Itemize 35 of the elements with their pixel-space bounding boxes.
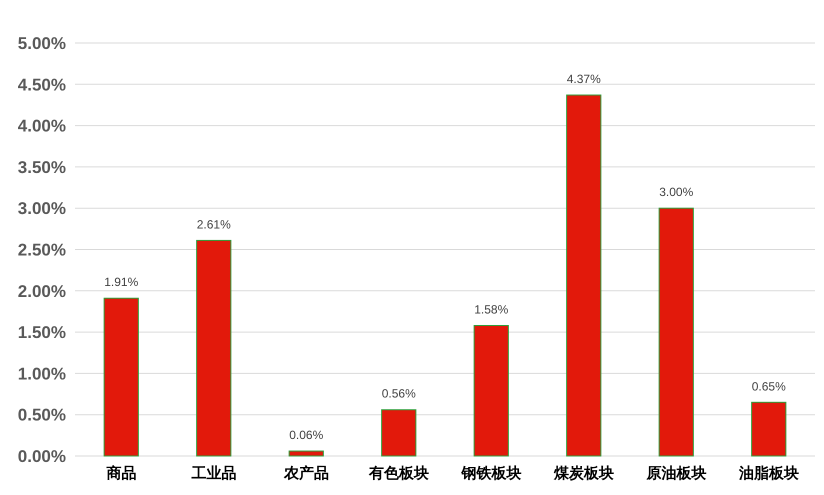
bar (658, 208, 694, 456)
y-tick-label: 3.00% (18, 199, 66, 218)
x-tick-label: 有色板块 (368, 465, 429, 482)
data-label: 1.58% (474, 302, 509, 316)
x-tick-label: 钢铁板块 (460, 465, 522, 482)
y-tick-label: 1.00% (18, 364, 66, 384)
x-tick-label: 原油板块 (645, 465, 706, 482)
bar (288, 450, 324, 456)
y-tick-label: 3.50% (18, 158, 66, 177)
x-tick-label: 油脂板块 (738, 465, 799, 482)
data-label: 0.65% (752, 379, 786, 394)
data-label: 2.61% (196, 217, 232, 232)
data-label: 4.37% (566, 72, 602, 86)
bar (474, 324, 509, 456)
y-tick-label: 2.50% (18, 240, 66, 260)
bar (381, 409, 416, 456)
y-tick-label: 2.00% (18, 282, 66, 301)
x-tick-label: 商品 (105, 464, 136, 482)
bar (751, 402, 786, 456)
y-tick-label: 0.50% (18, 406, 66, 425)
data-label: 3.00% (659, 185, 694, 200)
x-tick-label: 工业品 (190, 465, 236, 482)
y-tick-label: 1.50% (18, 323, 66, 342)
y-tick-label: 0.00% (18, 447, 66, 466)
bar (196, 240, 232, 456)
x-tick-label: 煤炭板块 (552, 465, 614, 482)
y-tick-label: 5.00% (18, 34, 66, 53)
bar (566, 94, 602, 456)
bar (104, 298, 139, 456)
data-label: 0.56% (382, 386, 416, 401)
y-tick-label: 4.50% (18, 75, 66, 94)
data-label: 1.91% (104, 275, 139, 290)
data-label: 0.06% (289, 428, 324, 442)
x-tick-label: 农产品 (282, 465, 329, 482)
y-tick-label: 4.00% (18, 116, 66, 136)
